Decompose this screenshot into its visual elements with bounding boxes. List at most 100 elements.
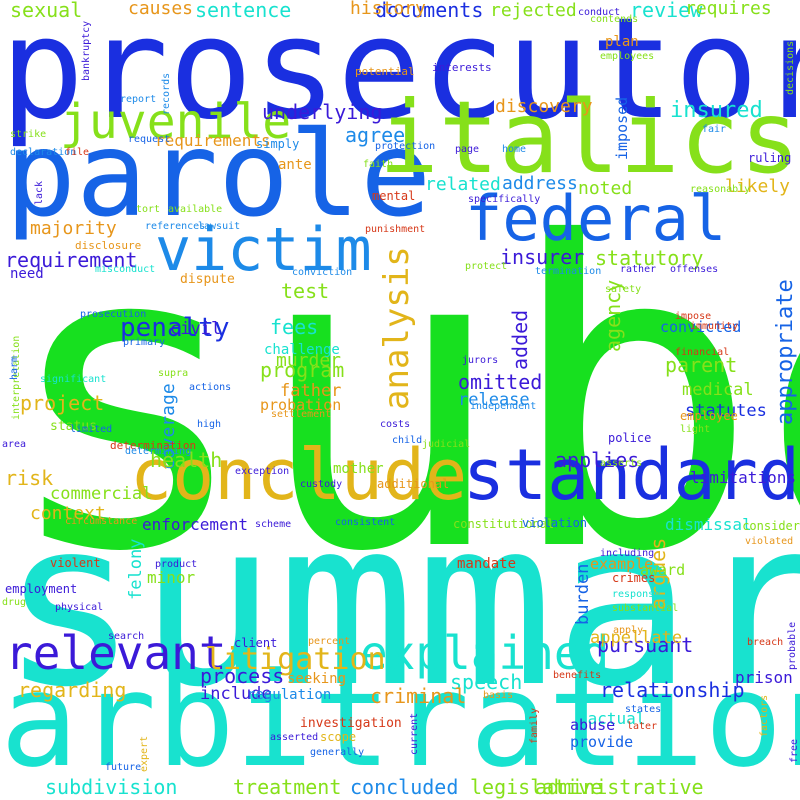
cloud-word: minor [147, 568, 196, 587]
cloud-word: regarding [18, 678, 127, 702]
cloud-word: felony [126, 538, 146, 600]
cloud-word: search [108, 631, 145, 642]
cloud-word: exception [235, 466, 290, 477]
cloud-word: prosecutor [0, 0, 800, 151]
cloud-word: agree [345, 123, 406, 147]
cloud-word: limited [70, 424, 113, 435]
cloud-word: decisions [785, 40, 796, 95]
cloud-word: factors [759, 694, 770, 737]
cloud-word: parole [5, 105, 432, 243]
cloud-word: impose [675, 311, 712, 322]
cloud-word: analysis [377, 246, 417, 410]
cloud-word: future [105, 762, 142, 773]
cloud-word: documents [375, 0, 484, 22]
cloud-word: convicted [660, 318, 742, 336]
cloud-word: asserts [600, 458, 643, 469]
cloud-word: violent [50, 556, 101, 570]
cloud-word: asserted [270, 732, 319, 743]
cloud-word: family [529, 707, 540, 744]
cloud-word: circumstance [65, 516, 138, 527]
cloud-word: requires [685, 0, 772, 19]
cloud-word: imposed [613, 96, 631, 160]
cloud-word: statutory [595, 246, 704, 270]
cloud-word: apply [613, 625, 644, 636]
cloud-word: insurer [500, 245, 585, 269]
cloud-word: abuse [570, 716, 616, 734]
cloud-word: parent [665, 353, 738, 377]
cloud-word: conduct [578, 7, 621, 18]
cloud-word: review [630, 0, 703, 22]
cloud-word: including [600, 548, 655, 559]
cloud-word: simply [256, 137, 300, 151]
cloud-word: potential [355, 65, 415, 78]
cloud-word: federal [465, 182, 727, 255]
cloud-word: risk [5, 466, 54, 490]
cloud-word: medical [682, 380, 754, 400]
cloud-word: disclosure [75, 239, 142, 252]
cloud-word: consider [742, 519, 800, 533]
cloud-word: substantial [612, 603, 679, 614]
cloud-word: probable [787, 621, 798, 670]
cloud-word: employment [5, 582, 78, 596]
cloud-word: basis [483, 690, 514, 701]
cloud-word: custody [300, 479, 343, 490]
cloud-word: summary [0, 471, 800, 738]
cloud-word: award [640, 561, 686, 579]
cloud-word: health [150, 448, 223, 472]
cloud-word: status [50, 419, 97, 434]
cloud-word: added [508, 309, 532, 370]
cloud-word: determining [125, 446, 192, 457]
cloud-word: project [20, 391, 105, 415]
cloud-word: subdivision [45, 775, 178, 799]
cloud-word: enforcement [142, 515, 248, 534]
cloud-word: additional [377, 477, 450, 491]
cloud-word: relationship [600, 678, 745, 702]
cloud-word: fair [702, 124, 727, 135]
cloud-word: history [350, 0, 426, 19]
cloud-word: explained [360, 626, 610, 680]
cloud-word: scope [320, 730, 357, 744]
cloud-word: lack [34, 180, 45, 205]
cloud-word: rejected [490, 0, 577, 21]
cloud-word: contends [590, 14, 639, 25]
cloud-word: lawsuit [198, 221, 241, 232]
cloud-word: violated [745, 536, 794, 547]
cloud-word: criminal [370, 684, 467, 708]
cloud-word: constitutional [453, 517, 555, 531]
cloud-word: program [260, 358, 345, 382]
cloud-word: reasonably [690, 184, 751, 195]
cloud-word: insured [670, 98, 763, 123]
cloud-word: victim [155, 215, 372, 285]
cloud-word: employees [600, 51, 655, 62]
cloud-word: probation [260, 396, 342, 414]
cloud-word: statutes [685, 401, 767, 421]
cloud-word: noted [578, 178, 633, 199]
cloud-word: litigation [205, 642, 386, 677]
cloud-word: immunity [690, 321, 739, 332]
cloud-word: address [502, 173, 578, 194]
cloud-word: safety [605, 284, 642, 295]
cloud-word: investigation [300, 716, 402, 731]
cloud-word: penalty [120, 313, 230, 343]
cloud-word: child [392, 435, 423, 446]
cloud-word: consistent [335, 517, 396, 528]
cloud-word: likely [725, 176, 791, 197]
cloud-word: regulation [247, 687, 332, 703]
cloud-word: legislative [470, 775, 603, 799]
cloud-word: primary [123, 337, 166, 348]
cloud-word: judicial [422, 439, 471, 450]
cloud-word: test [281, 279, 330, 303]
cloud-word: prison [735, 668, 793, 687]
cloud-word: subd [0, 155, 800, 644]
cloud-word: requirement [5, 248, 138, 272]
cloud-word: specifically [468, 194, 541, 205]
cloud-word: majority [30, 218, 117, 239]
cloud-word: protection [375, 141, 436, 152]
cloud-word: italics [378, 79, 800, 196]
cloud-word: high [197, 419, 222, 430]
cloud-word: fees [270, 315, 319, 339]
cloud-word: mandate [457, 556, 517, 572]
cloud-word: drug [2, 597, 27, 608]
cloud-word: expert [139, 735, 150, 772]
